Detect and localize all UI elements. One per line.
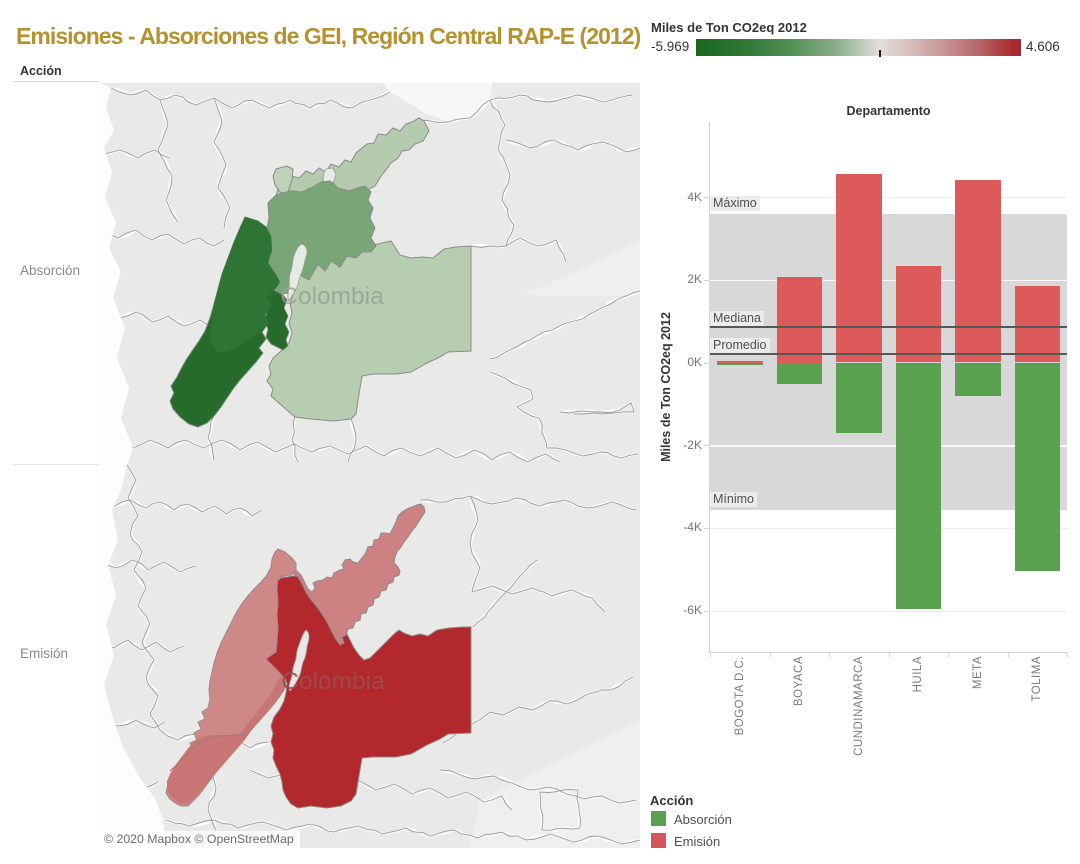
svg-text:Colombia: Colombia [280,283,384,310]
svg-text:Colombia: Colombia [281,668,385,695]
